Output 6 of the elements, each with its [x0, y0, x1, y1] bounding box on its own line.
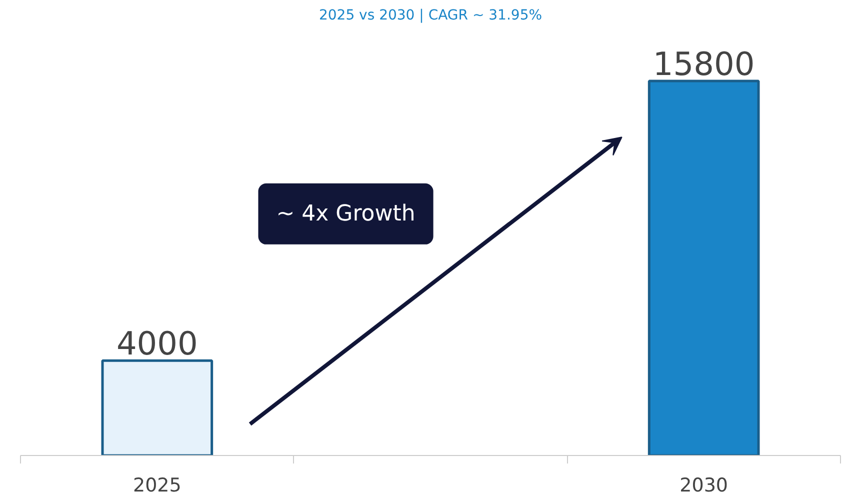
data-label: 4000: [116, 324, 198, 363]
annotation: ~ 4x Growth: [276, 201, 416, 226]
chart-title: 2025 vs 2030 | CAGR ~ 31.95%: [318, 8, 542, 24]
x-tick-label: 2025: [132, 474, 182, 495]
x-tick-label: 2030: [680, 474, 728, 495]
data-label: 15800: [652, 44, 755, 83]
